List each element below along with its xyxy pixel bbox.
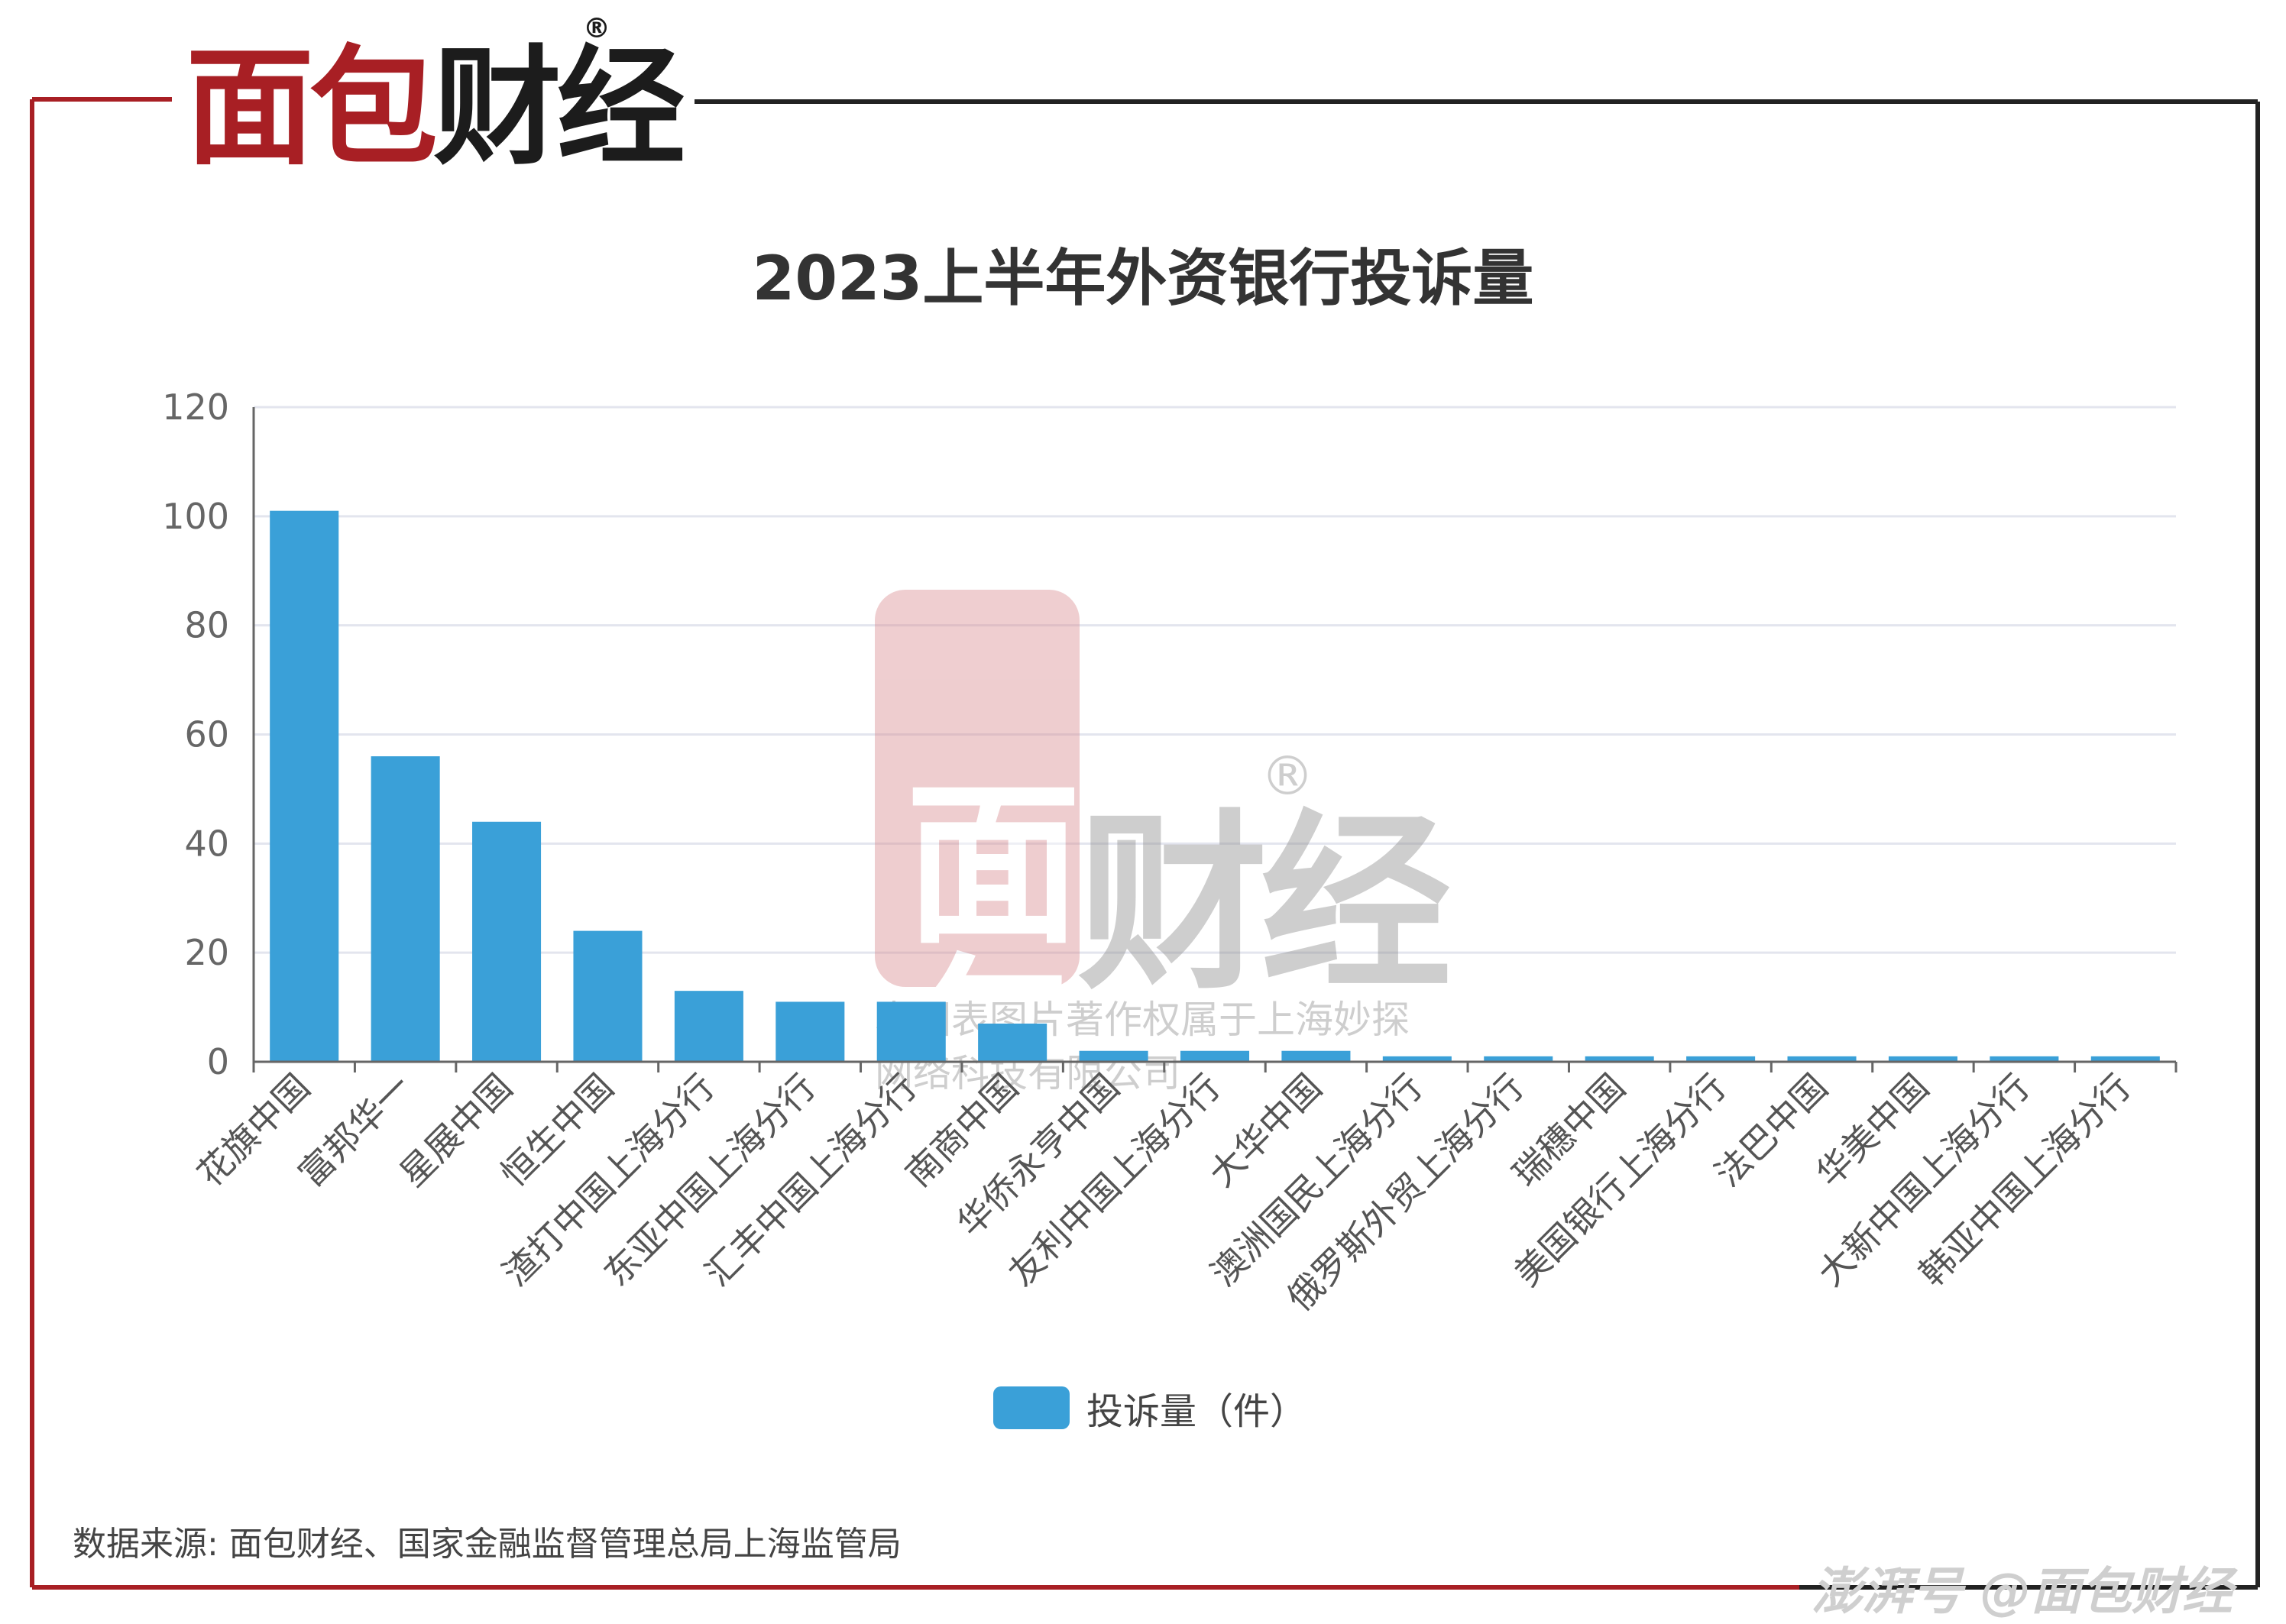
bar (1686, 1056, 1756, 1062)
logo-dark-text: 财经 (433, 33, 685, 183)
x-axis-tick-marks (252, 1062, 2178, 1072)
bar (2090, 1056, 2160, 1062)
bar (1281, 1050, 1351, 1062)
legend-swatch (993, 1386, 1070, 1429)
bar (1382, 1056, 1452, 1062)
bar (775, 1001, 845, 1062)
bar (1585, 1056, 1654, 1062)
bar (573, 930, 643, 1062)
y-tick-label: 60 (184, 714, 229, 755)
watermark-logo-dark: 财经 (1077, 793, 1450, 1015)
x-tick-label: 富邦华一 (290, 1066, 419, 1195)
bar (674, 991, 743, 1062)
y-tick-label: 20 (184, 932, 229, 973)
y-tick-label: 120 (162, 387, 229, 428)
bar (1990, 1056, 2059, 1062)
logo-red-text: 面包 (186, 33, 438, 183)
bar (978, 1024, 1047, 1062)
y-axis-ticks: 0 20 40 60 80 100 120 (162, 387, 229, 1082)
platform-credit: 澎湃号 @面包财经 (1812, 1562, 2233, 1621)
brand-logo: 面包 财经 ® (172, 15, 695, 172)
watermark-registered: ® (1261, 745, 1314, 807)
bar (270, 510, 339, 1062)
chart-title: 2023上半年外资银行投诉量 (752, 243, 1534, 314)
x-tick-label: 花旗中国 (189, 1066, 318, 1195)
bar (876, 1001, 946, 1062)
y-tick-label: 40 (184, 823, 229, 864)
frame-lines (30, 97, 2260, 1590)
legend-label: 投诉量（件） (1086, 1390, 1307, 1433)
data-source: 数据来源: 面包财经、国家金融监督管理总局上海监管局 (73, 1525, 902, 1564)
bar (1180, 1050, 1250, 1062)
bar (1888, 1056, 1957, 1062)
bar (472, 821, 542, 1062)
x-tick-label: 星展中国 (392, 1066, 520, 1195)
y-tick-label: 80 (184, 605, 229, 646)
x-tick-label: 法巴中国 (1707, 1066, 1835, 1195)
bars (270, 510, 2160, 1062)
watermark: 面包 财经 ® 本图表图片著作权属于上海妙探 网络科技有限公司 (875, 590, 1458, 1123)
watermark-line1: 本图表图片著作权属于上海妙探 (875, 998, 1410, 1042)
gridlines (254, 406, 2176, 954)
bar (371, 756, 440, 1062)
y-tick-label: 100 (162, 496, 229, 537)
registered-mark: ® (583, 13, 610, 44)
bar (1484, 1056, 1553, 1062)
y-tick-label: 0 (207, 1041, 229, 1082)
bar (1787, 1056, 1857, 1062)
x-axis-labels: 花旗中国富邦华一星展中国恒生中国渣打中国上海分行东亚中国上海分行汇丰中国上海分行… (189, 1066, 2139, 1319)
watermark-logo-red: 面包 (876, 772, 1080, 1123)
watermark-red-block (875, 590, 1080, 987)
legend: 投诉量（件） (993, 1381, 1307, 1435)
bar (1079, 1050, 1148, 1062)
